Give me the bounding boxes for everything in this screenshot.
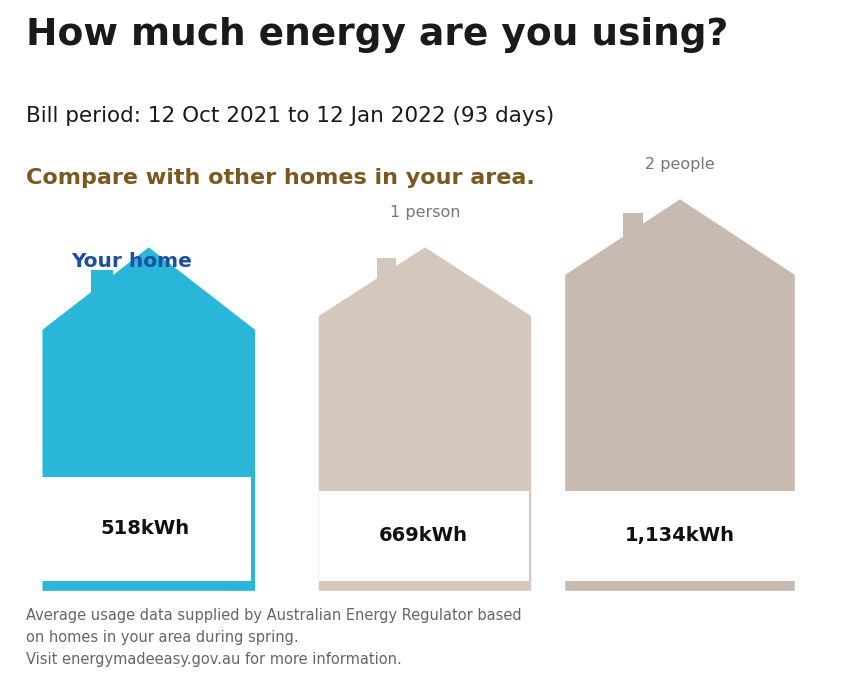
Polygon shape [377,258,396,300]
Text: 518kWh: 518kWh [100,519,189,539]
Text: 1 person: 1 person [390,205,460,220]
Text: How much energy are you using?: How much energy are you using? [26,17,728,53]
Polygon shape [42,247,255,591]
FancyBboxPatch shape [38,477,251,581]
Text: 1,134kWh: 1,134kWh [625,526,735,545]
Text: Your home: Your home [71,252,192,271]
FancyBboxPatch shape [565,491,795,581]
Text: Bill period: 12 Oct 2021 to 12 Jan 2022 (93 days): Bill period: 12 Oct 2021 to 12 Jan 2022 … [26,106,553,126]
Text: Average usage data supplied by Australian Energy Regulator based
on homes in you: Average usage data supplied by Australia… [26,608,521,667]
Text: 669kWh: 669kWh [379,526,468,545]
Polygon shape [623,213,643,258]
Polygon shape [319,247,531,591]
Polygon shape [91,270,112,318]
Text: 2 people: 2 people [645,157,715,172]
Text: Compare with other homes in your area.: Compare with other homes in your area. [26,168,535,188]
Polygon shape [565,199,795,591]
FancyBboxPatch shape [319,491,529,581]
